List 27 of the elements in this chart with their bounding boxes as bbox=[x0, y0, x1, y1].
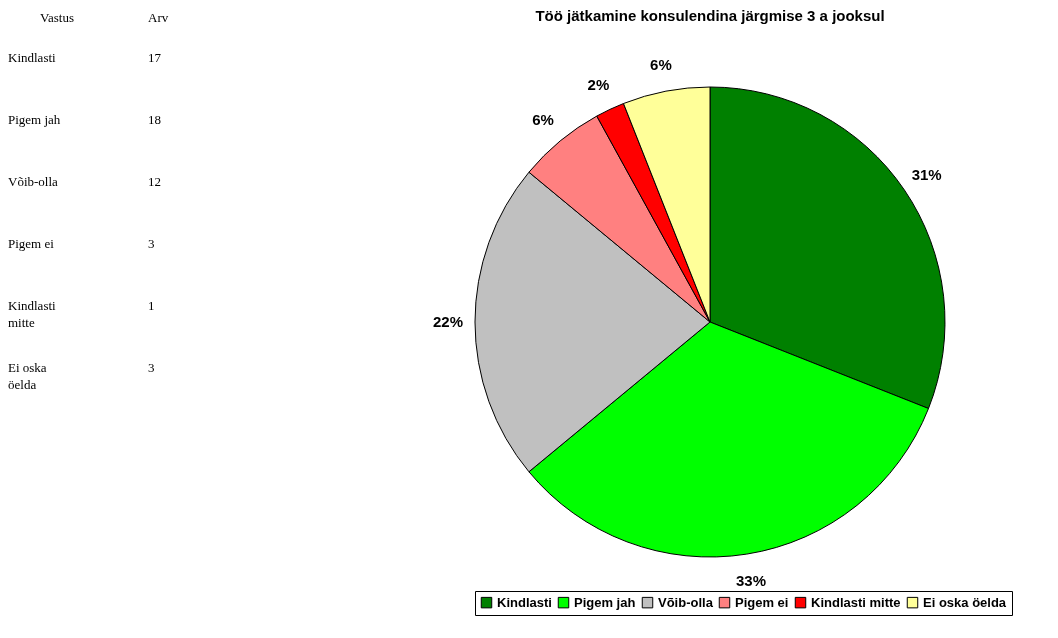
legend-label: Kindlasti mitte bbox=[811, 594, 901, 610]
text: Vastus bbox=[40, 10, 74, 25]
data-label: 6% bbox=[650, 55, 672, 73]
text: Pigem jah bbox=[8, 112, 61, 127]
legend-label: Pigem jah bbox=[574, 594, 636, 610]
data-label: 2% bbox=[587, 75, 610, 93]
data-label: 33% bbox=[735, 571, 766, 589]
text: 3 bbox=[148, 360, 155, 375]
data-label: 31% bbox=[911, 165, 942, 183]
data-label: 6% bbox=[532, 111, 554, 129]
text: Võib-olla bbox=[8, 174, 59, 189]
legend-label: Võib-olla bbox=[658, 594, 714, 610]
legend-label: Pigem ei bbox=[735, 594, 789, 610]
text: Pigem ei bbox=[8, 236, 55, 251]
text: Kindlasti mitte bbox=[8, 298, 57, 330]
chart-title: Töö jätkamine konsulendina järgmise 3 a jooksul bbox=[535, 6, 885, 24]
text: 3 bbox=[148, 236, 155, 251]
text: Arv bbox=[148, 10, 169, 25]
text: 18 bbox=[148, 112, 161, 127]
text: 17 bbox=[148, 50, 162, 65]
text: Ei oska öelda bbox=[8, 360, 47, 392]
text: Kindlasti bbox=[8, 50, 57, 65]
legend-label: Ei oska öelda bbox=[923, 594, 1007, 610]
legend-label: Kindlasti bbox=[497, 594, 552, 610]
data-label: 22% bbox=[432, 313, 464, 330]
text: 12 bbox=[148, 174, 161, 189]
text: 1 bbox=[148, 298, 155, 313]
